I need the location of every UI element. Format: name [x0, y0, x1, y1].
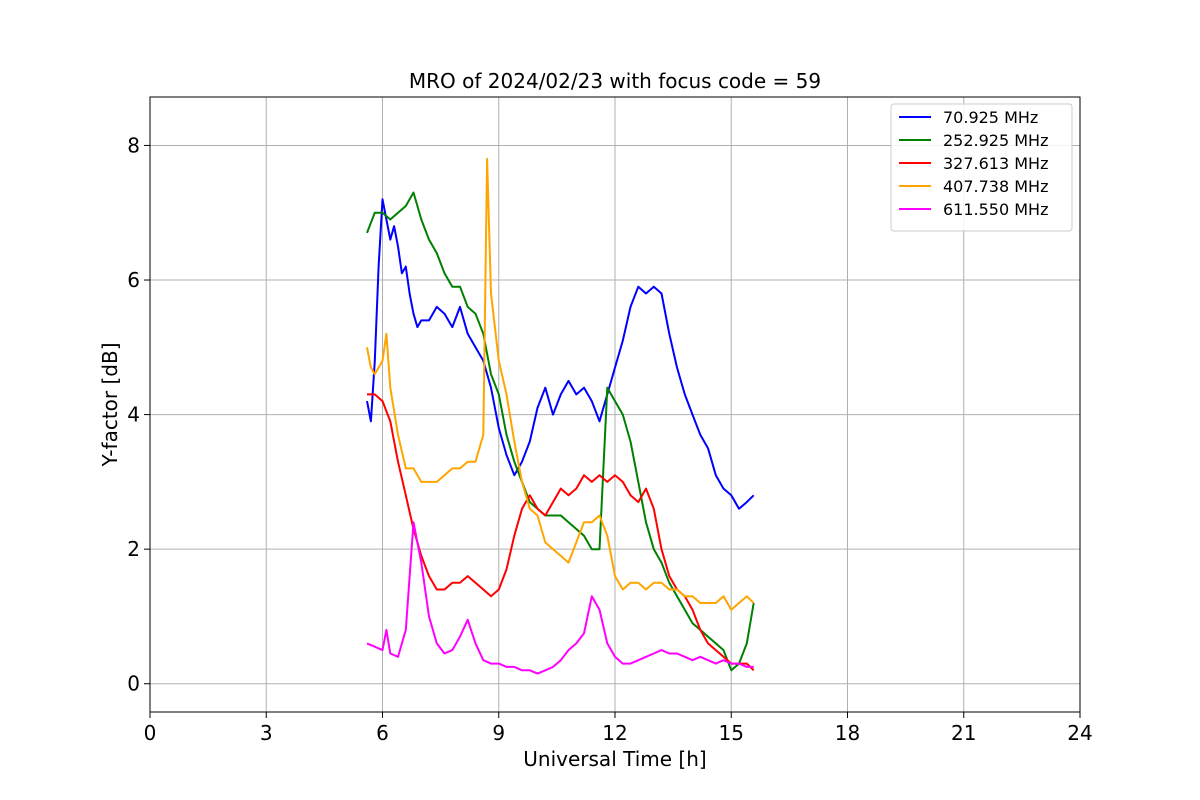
x-axis-title: Universal Time [h]	[523, 747, 706, 771]
x-tick-label: 24	[1067, 721, 1092, 745]
x-tick-label: 9	[492, 721, 505, 745]
legend-box	[890, 103, 1073, 232]
series-line-4	[366, 521, 754, 675]
x-tick-label: 18	[835, 721, 860, 745]
chart-title: MRO of 2024/02/23 with focus code = 59	[409, 69, 821, 93]
series-line-2	[367, 393, 755, 672]
y-tick-label: 8	[127, 133, 140, 157]
y-tick-label: 4	[127, 403, 140, 427]
legend-label-2: 327.613 MHz	[943, 154, 1048, 173]
x-tick-label: 15	[719, 721, 744, 745]
x-tick-label: 0	[144, 721, 157, 745]
y-tick-label: 6	[127, 268, 140, 292]
series-line-3	[366, 157, 755, 611]
legend-label-1: 252.925 MHz	[943, 131, 1048, 150]
series-line-1	[366, 191, 755, 672]
legend-label-4: 611.550 MHz	[943, 200, 1048, 219]
legend: 70.925 MHz 252.925 MHz 327.613 MHz 407.738 …	[890, 103, 1073, 232]
y-axis-title: Y-factor [dB]	[98, 342, 122, 467]
x-tick-label: 12	[602, 721, 627, 745]
plot-area	[366, 157, 755, 675]
legend-label-0: 70.925 MHz	[943, 108, 1038, 127]
x-tick-label: 6	[376, 721, 389, 745]
y-tick-label: 0	[127, 672, 140, 696]
x-tick-label: 3	[260, 721, 273, 745]
y-tick-label: 2	[127, 537, 140, 561]
x-tick-label: 21	[951, 721, 976, 745]
legend-label-3: 407.738 MHz	[943, 177, 1048, 196]
series-line-0	[366, 198, 755, 510]
